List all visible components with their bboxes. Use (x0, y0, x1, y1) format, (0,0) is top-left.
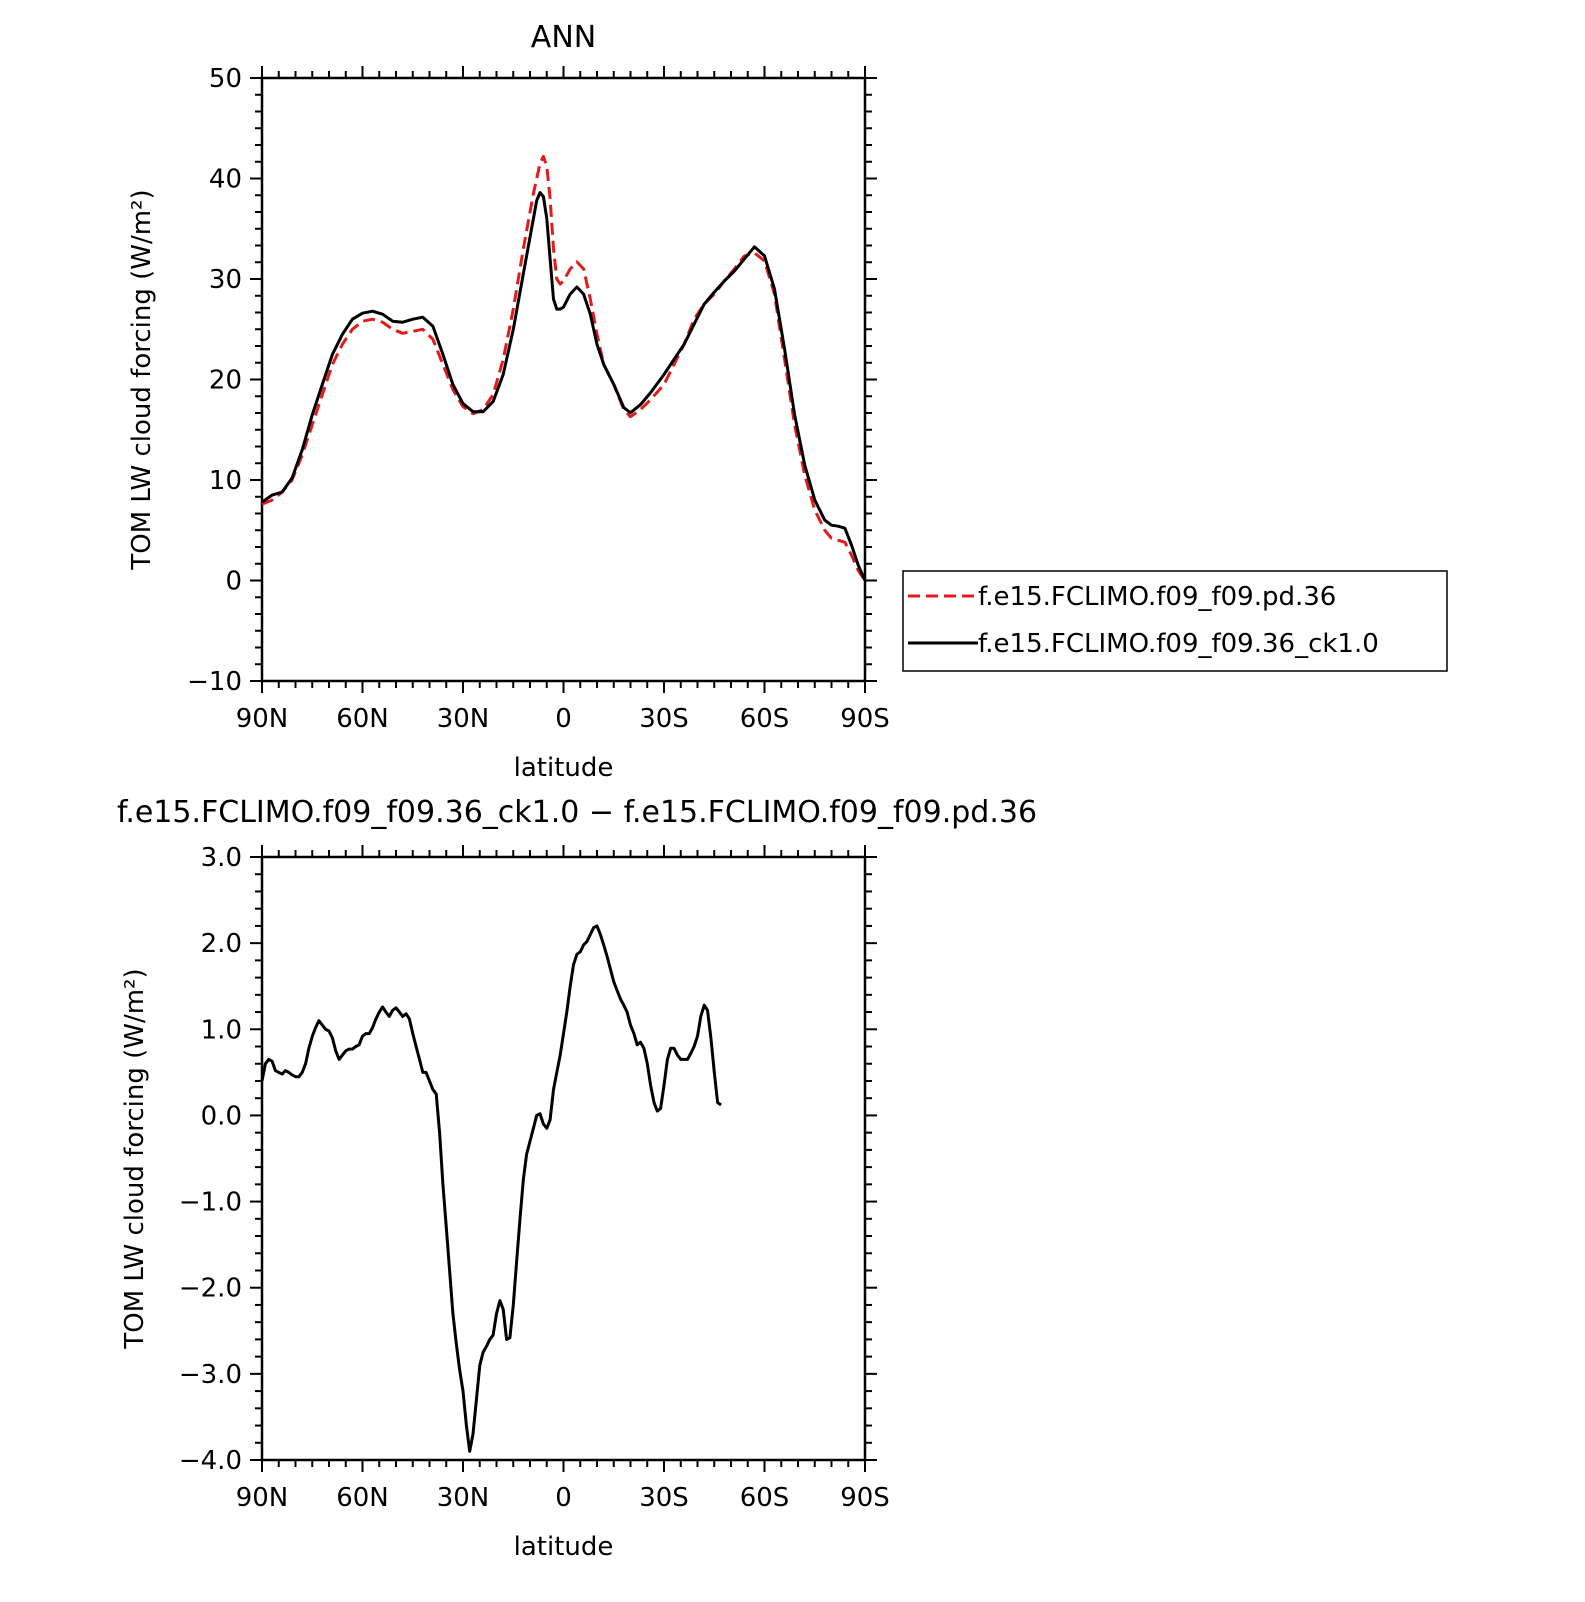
y-axis-label: TOM LW cloud forcing (W/m²) (127, 189, 157, 570)
plot-frame (260, 76, 867, 683)
x-tick-label: 60N (336, 1483, 389, 1513)
y-tick-label: −4.0 (179, 1446, 242, 1476)
x-tick-label: 0 (555, 1483, 572, 1513)
series-line-1 (261, 154, 867, 582)
y-tick-label: −2.0 (179, 1274, 242, 1304)
x-axis-label: latitude (514, 1532, 614, 1562)
legend-box (902, 570, 1448, 672)
x-tick-label: 90S (840, 704, 890, 734)
x-tick-label: 60S (740, 1483, 790, 1513)
y-tick-label: 50 (209, 64, 242, 94)
chart-panel-2: f.e15.FCLIMO.f09_f09.36_ck1.0 − f.e15.FC… (117, 795, 1037, 1562)
y-tick-label: 40 (209, 165, 242, 195)
x-tick-label: 90N (236, 1483, 289, 1513)
x-tick-label: 90N (236, 704, 289, 734)
y-tick-label: 20 (209, 366, 242, 396)
chart-title: f.e15.FCLIMO.f09_f09.36_ck1.0 − f.e15.FC… (117, 795, 1037, 830)
x-tick-label: 30S (639, 1483, 689, 1513)
y-tick-label: 2.0 (201, 929, 242, 959)
x-tick-label: 60N (336, 704, 389, 734)
x-axis-label: latitude (514, 753, 614, 783)
y-axis-label: TOM LW cloud forcing (W/m²) (120, 968, 150, 1349)
y-tick-label: −3.0 (179, 1360, 242, 1390)
y-tick-label: 0.0 (201, 1101, 242, 1131)
y-tick-label: 0 (225, 567, 242, 597)
series-line-2 (261, 191, 867, 582)
x-tick-label: 30N (437, 704, 490, 734)
x-tick-label: 60S (740, 704, 790, 734)
legend-entry-label: f.e15.FCLIMO.f09_f09.pd.36 (978, 582, 1336, 612)
x-tick-label: 90S (840, 1483, 890, 1513)
y-tick-label: 1.0 (201, 1015, 242, 1045)
x-tick-label: 30S (639, 704, 689, 734)
plot-frame (260, 855, 867, 1462)
x-tick-label: 30N (437, 1483, 490, 1513)
chart-title: ANN (531, 20, 596, 55)
y-tick-label: −10 (187, 667, 242, 697)
y-tick-label: −1.0 (179, 1188, 242, 1218)
chart-panel-1: ANN 90N 60N 30N 0 30S 60S 90S 50 40 30 20 10 0 −10 lati… (127, 20, 1448, 783)
series-line-1 (260, 924, 722, 1453)
y-tick-label: 30 (209, 265, 242, 295)
x-tick-label: 0 (555, 704, 572, 734)
y-tick-label: 3.0 (201, 843, 242, 873)
legend: f.e15.FCLIMO.f09_f09.pd.36 f.e15.FCLIMO.f… (902, 570, 1448, 672)
legend-entry-label: f.e15.FCLIMO.f09_f09.36_ck1.0 (978, 629, 1379, 659)
y-tick-label: 10 (209, 466, 242, 496)
